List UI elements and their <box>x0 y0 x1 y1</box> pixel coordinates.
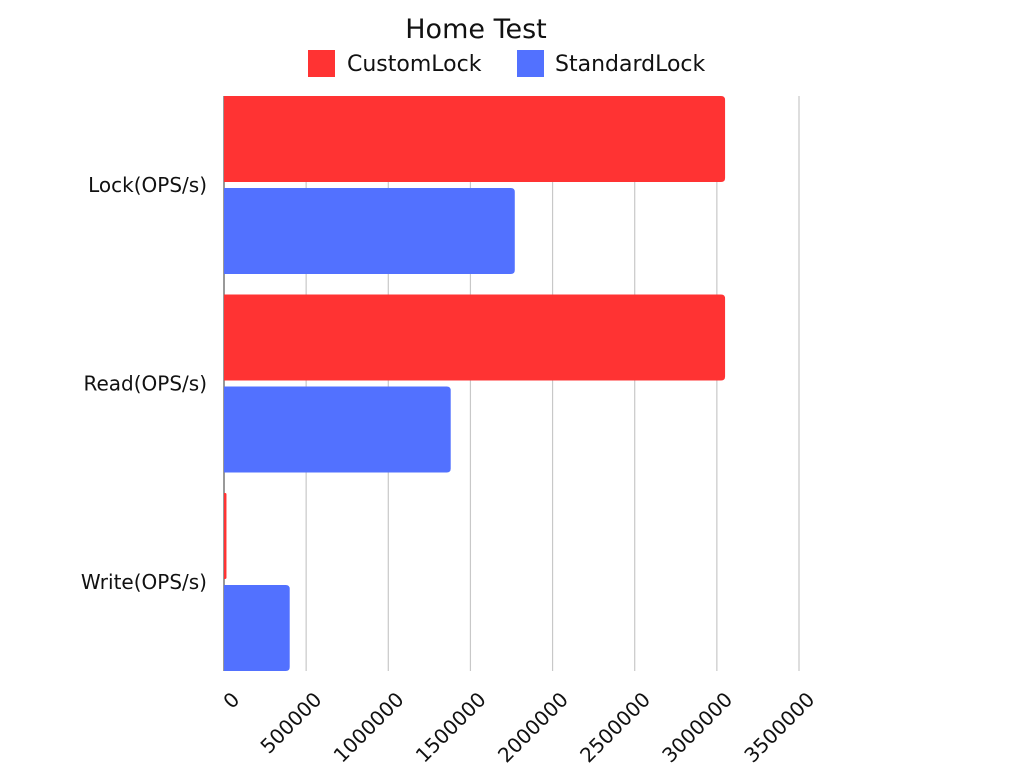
legend-label-customlock: CustomLock <box>347 52 482 77</box>
bars <box>224 96 726 671</box>
bar-standardlock-1 <box>224 386 451 473</box>
category-labels: Lock(OPS/s) Read(OPS/s) Write(OPS/s) <box>81 173 207 594</box>
category-label: Lock(OPS/s) <box>88 173 207 197</box>
bar-customlock-2 <box>224 493 227 579</box>
x-tick-label: 3500000 <box>739 687 819 767</box>
x-tick-label: 500000 <box>255 687 326 758</box>
bar-customlock-0 <box>224 96 726 182</box>
category-label: Write(OPS/s) <box>81 570 207 594</box>
x-tick-label: 3000000 <box>657 687 737 767</box>
x-tick-label: 2500000 <box>575 687 655 767</box>
gridlines <box>223 96 800 671</box>
x-tick-label: 0 <box>218 687 244 713</box>
category-label: Read(OPS/s) <box>83 372 207 396</box>
legend-swatch-standardlock <box>517 50 544 77</box>
legend-swatch-customlock <box>308 50 335 77</box>
x-tick-label: 2000000 <box>493 687 573 767</box>
bar-standardlock-0 <box>224 188 515 274</box>
bar-customlock-1 <box>224 294 726 381</box>
bar-standardlock-2 <box>224 585 290 671</box>
chart-title: Home Test <box>405 14 547 45</box>
x-tick-label: 1500000 <box>411 687 491 767</box>
legend-label-standardlock: StandardLock <box>555 52 706 77</box>
x-tick-labels: 0 500000 1000000 1500000 2000000 2500000 30000… <box>218 687 819 767</box>
legend: CustomLock StandardLock <box>308 50 706 77</box>
x-tick-label: 1000000 <box>329 687 409 767</box>
